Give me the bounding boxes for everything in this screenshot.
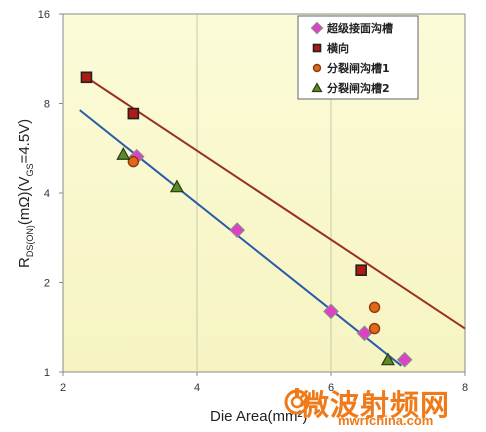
legend-marker-triangle [311,82,323,93]
legend-label: 分裂闸沟槽2 [327,81,390,95]
data-points [80,71,413,368]
data-point-series1 [396,351,413,368]
data-point-series2 [80,71,93,84]
y-label-sub: DS(ON) [25,225,35,257]
legend-marker-circle [312,63,322,73]
x-tick-label: 4 [194,382,200,394]
x-tick-label: 6 [328,382,334,394]
red-trendline [85,76,466,330]
y-label-sub2: GS [25,163,35,176]
y-tick-label: 16 [38,9,50,21]
x-tick-label: 8 [462,382,468,394]
data-point-series3 [368,322,381,335]
y-axis-label: RDS(ON)(mΩ)(VGS=4.5V) [16,119,35,268]
data-point-series3 [127,155,140,168]
legend-label: 超级接面沟槽 [326,21,393,35]
y-tick-label: 2 [44,278,50,290]
data-point-series4 [380,352,395,366]
legend-label: 分裂闸沟槽1 [327,61,390,75]
y-tick-label: 8 [44,99,50,111]
y-label-rest: (mΩ)(V [16,176,33,225]
data-point-series2 [355,264,367,276]
data-point-series1 [356,325,373,342]
legend-marker-square [312,43,322,53]
svg-text:RDS(ON)(mΩ)(VGS=4.5V): RDS(ON)(mΩ)(VGS=4.5V) [16,119,35,268]
legend-label: 横向 [327,41,349,55]
y-label-main: R [16,257,33,268]
watermark-url: mwrfchina.com [338,413,434,428]
watermark-title: 微波射频网 [300,388,451,422]
data-point-series1 [229,222,246,238]
x-axis-label: Die Area(mm²) [210,408,308,425]
y-tick-label: 4 [44,188,50,200]
x-tick-label: 2 [60,382,66,394]
data-point-series4 [116,146,131,160]
data-point-series3 [368,301,381,314]
data-point-series1 [323,303,339,320]
data-point-series2 [127,107,140,120]
y-label-end: =4.5V) [16,119,33,164]
data-point-series4 [169,179,184,193]
watermark-logo-icon [284,388,310,415]
y-tick-label: 1 [44,367,50,379]
legend-marker-diamond [310,21,324,35]
